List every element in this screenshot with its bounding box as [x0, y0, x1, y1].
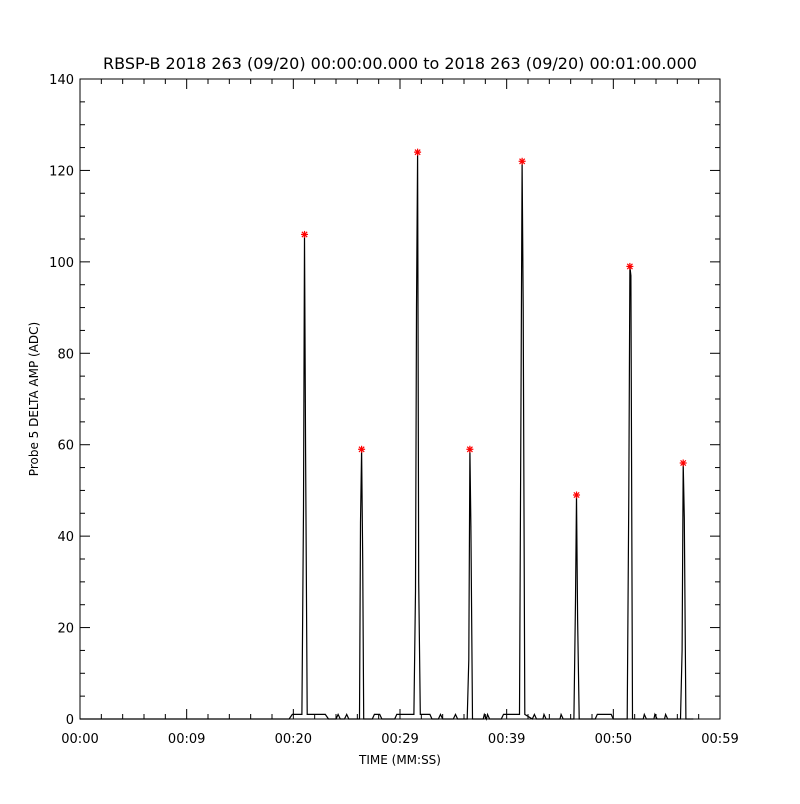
peak-marker — [414, 148, 422, 156]
peak-marker — [679, 459, 687, 467]
peak-marker — [301, 230, 309, 238]
plot-frame — [79, 78, 721, 720]
x-tick-label: 00:50 — [595, 732, 632, 747]
y-tick-label: 140 — [49, 73, 74, 88]
chart-title: RBSP-B 2018 263 (09/20) 00:00:00.000 to … — [103, 54, 697, 73]
peak-marker-stroke — [301, 231, 308, 238]
x-tick-label: 00:29 — [381, 732, 418, 747]
x-tick-label: 00:59 — [701, 732, 738, 747]
y-tick-label: 60 — [57, 439, 74, 454]
peak-marker-stroke — [519, 158, 526, 165]
y-tick-label: 80 — [57, 347, 74, 362]
y-tick-label: 100 — [49, 256, 74, 271]
peak-marker-stroke — [358, 446, 365, 453]
x-tick-label: 00:39 — [488, 732, 525, 747]
y-tick-label: 40 — [57, 530, 74, 545]
x-tick-label: 00:09 — [168, 732, 205, 747]
peak-marker — [573, 491, 581, 499]
peak-marker — [358, 445, 366, 453]
peak-marker-stroke — [466, 446, 473, 453]
peak-marker — [626, 262, 634, 270]
peak-marker-stroke — [414, 149, 421, 156]
x-tick-label: 00:00 — [61, 732, 98, 747]
series-line — [80, 152, 694, 721]
y-tick-label: 120 — [49, 164, 74, 179]
y-tick-label: 20 — [57, 622, 74, 637]
y-axis-label: Probe 5 DELTA AMP (ADC) — [27, 322, 41, 476]
y-tick-label: 0 — [66, 713, 74, 728]
peak-marker-stroke — [573, 491, 580, 499]
peak-marker-stroke — [680, 459, 687, 467]
peak-marker — [466, 445, 474, 453]
peak-markers — [301, 148, 687, 499]
x-tick-label: 00:20 — [275, 732, 312, 747]
peak-marker — [518, 157, 526, 165]
series-layer — [80, 152, 694, 721]
peak-marker-stroke — [626, 263, 633, 270]
axes: 0 20 40 60 80 100 120 140 00:00 00:09 00:20 00:29 00… — [49, 73, 739, 747]
x-axis-label: TIME (MM:SS) — [358, 753, 441, 767]
